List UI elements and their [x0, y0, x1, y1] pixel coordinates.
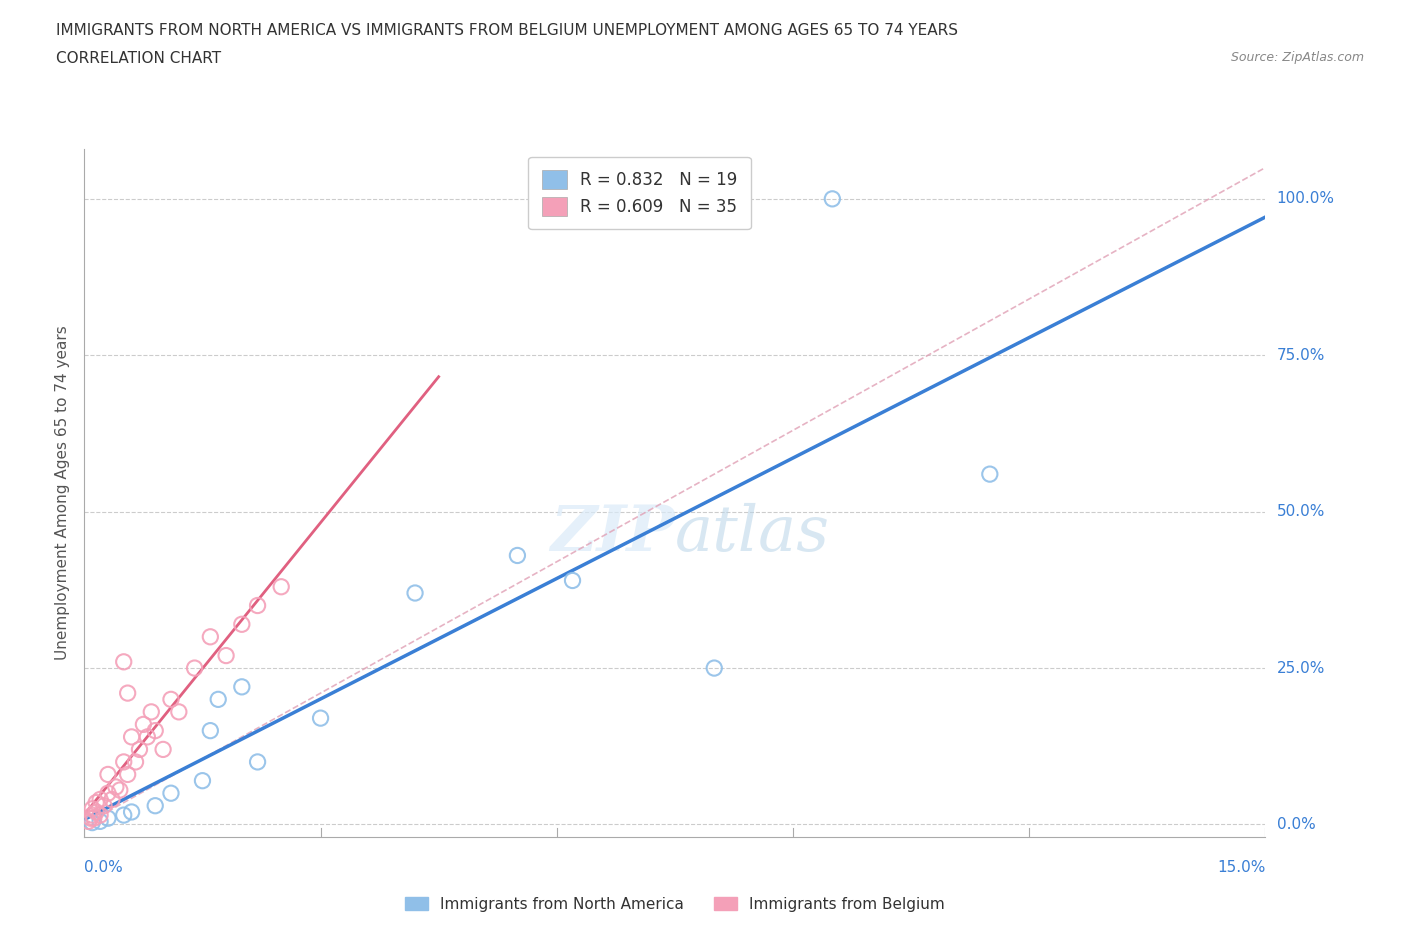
Point — [215, 648, 238, 663]
Point — [97, 767, 120, 782]
Text: 75.0%: 75.0% — [1277, 348, 1324, 363]
Text: 50.0%: 50.0% — [1277, 504, 1324, 519]
Point — [561, 573, 583, 588]
Point — [136, 729, 159, 744]
Text: IMMIGRANTS FROM NORTH AMERICA VS IMMIGRANTS FROM BELGIUM UNEMPLOYMENT AMONG AGES: IMMIGRANTS FROM NORTH AMERICA VS IMMIGRA… — [56, 23, 959, 38]
Point — [82, 802, 104, 817]
Point — [200, 630, 222, 644]
Legend: Immigrants from North America, Immigrants from Belgium: Immigrants from North America, Immigrant… — [398, 890, 952, 918]
Point — [89, 792, 111, 807]
Point — [270, 579, 292, 594]
Point — [82, 816, 104, 830]
Point — [143, 798, 166, 813]
Point — [231, 680, 253, 695]
Text: 15.0%: 15.0% — [1218, 860, 1265, 875]
Text: 25.0%: 25.0% — [1277, 660, 1324, 675]
Point — [231, 617, 253, 631]
Text: atlas: atlas — [675, 503, 830, 565]
Point — [82, 807, 104, 822]
Text: 0.0%: 0.0% — [1277, 817, 1315, 832]
Point — [404, 586, 426, 601]
Point — [183, 660, 205, 675]
Point — [821, 192, 844, 206]
Point — [132, 717, 155, 732]
Point — [979, 467, 1001, 482]
Point — [124, 754, 146, 769]
Point — [101, 792, 124, 807]
Point — [128, 742, 150, 757]
Point — [160, 692, 183, 707]
Legend: R = 0.832   N = 19, R = 0.609   N = 35: R = 0.832 N = 19, R = 0.609 N = 35 — [529, 157, 751, 230]
Text: Source: ZipAtlas.com: Source: ZipAtlas.com — [1230, 51, 1364, 64]
Point — [152, 742, 174, 757]
Point — [84, 795, 107, 810]
Point — [160, 786, 183, 801]
Point — [207, 692, 229, 707]
Point — [191, 773, 214, 788]
Point — [112, 754, 135, 769]
Point — [143, 724, 166, 738]
Point — [141, 704, 163, 719]
Point — [309, 711, 332, 725]
Point — [89, 814, 111, 829]
Point — [167, 704, 190, 719]
Point — [97, 786, 120, 801]
Point — [506, 548, 529, 563]
Y-axis label: Unemployment Among Ages 65 to 74 years: Unemployment Among Ages 65 to 74 years — [55, 326, 70, 660]
Point — [84, 804, 107, 819]
Text: ZIP: ZIP — [550, 503, 675, 565]
Point — [200, 724, 222, 738]
Text: 0.0%: 0.0% — [84, 860, 124, 875]
Point — [112, 655, 135, 670]
Point — [121, 804, 143, 819]
Point — [246, 598, 269, 613]
Text: CORRELATION CHART: CORRELATION CHART — [56, 51, 221, 66]
Point — [703, 660, 725, 675]
Point — [104, 779, 127, 794]
Text: 100.0%: 100.0% — [1277, 192, 1334, 206]
Point — [121, 729, 143, 744]
Point — [89, 807, 111, 822]
Point — [117, 767, 139, 782]
Point — [108, 783, 131, 798]
Point — [246, 754, 269, 769]
Point — [112, 807, 135, 822]
Point — [77, 814, 100, 829]
Point — [83, 811, 105, 826]
Point — [79, 811, 101, 826]
Point — [97, 811, 120, 826]
Point — [93, 798, 115, 813]
Point — [117, 685, 139, 700]
